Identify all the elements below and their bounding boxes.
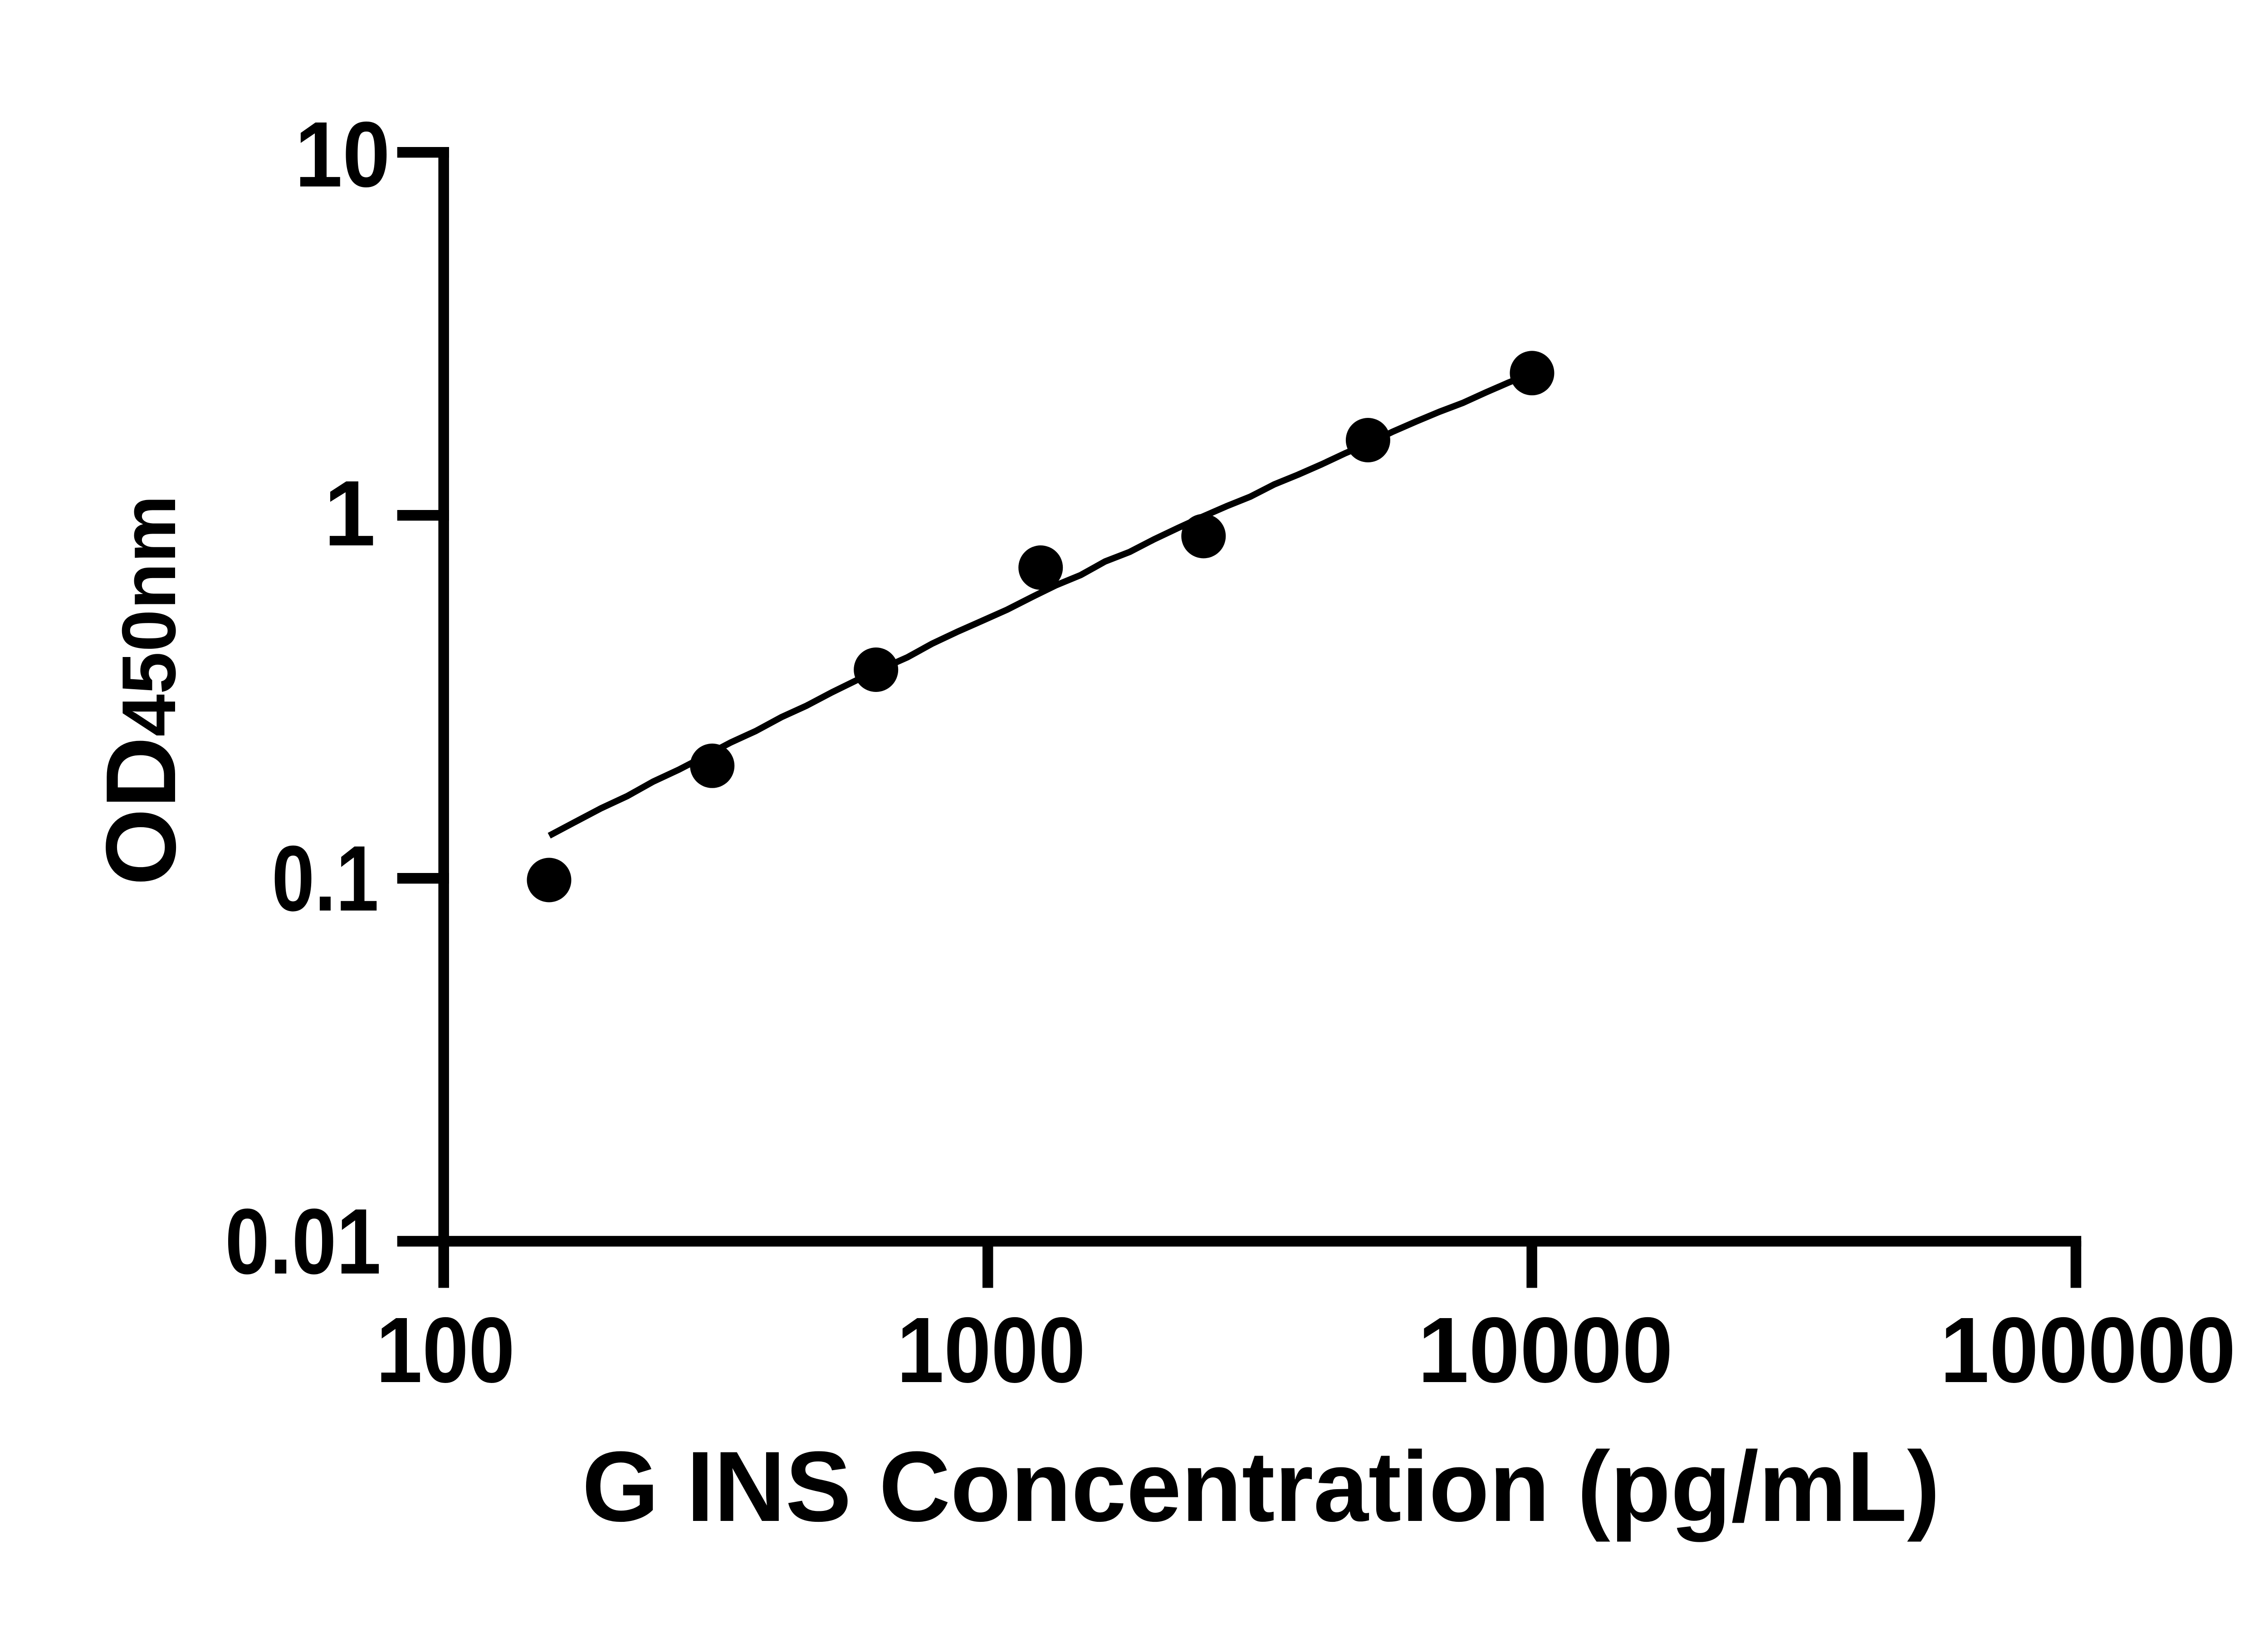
svg-text:1000: 1000 [897, 1298, 1085, 1402]
svg-text:G INS Concentration (pg/mL): G INS Concentration (pg/mL) [582, 1431, 1940, 1542]
svg-text:10: 10 [295, 103, 390, 206]
svg-text:0.01: 0.01 [225, 1190, 381, 1294]
svg-text:100000: 100000 [1940, 1298, 2236, 1402]
svg-text:1: 1 [324, 461, 376, 565]
svg-text:OD450nm: OD450nm [86, 495, 196, 886]
svg-text:10000: 10000 [1418, 1298, 1673, 1402]
svg-text:100: 100 [376, 1298, 515, 1402]
svg-text:0.1: 0.1 [272, 827, 379, 931]
